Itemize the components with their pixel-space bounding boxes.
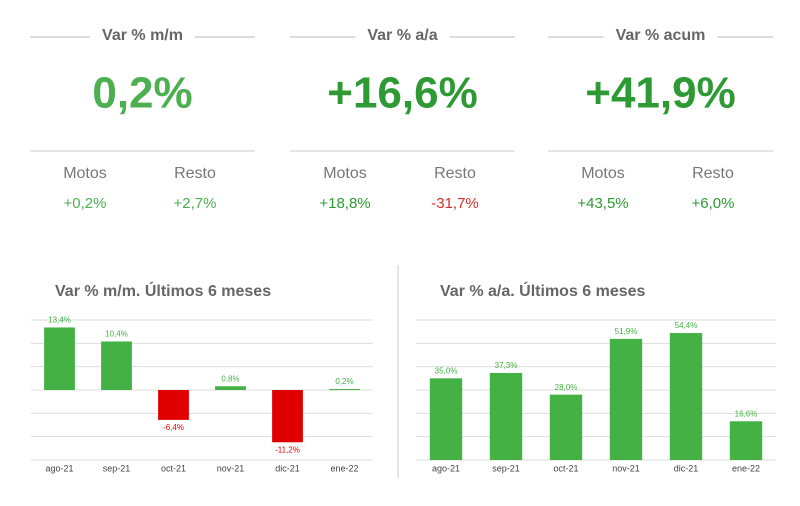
kpi-label: Motos — [323, 165, 367, 182]
x-tick-label: ago-21 — [432, 463, 460, 473]
kpi-title: Var % acum — [616, 27, 706, 44]
value-label: -6,4% — [163, 423, 184, 432]
value-label: 10,4% — [105, 330, 128, 339]
kpi-value: +41,9% — [585, 69, 735, 118]
x-tick-label: sep-21 — [103, 463, 131, 473]
bar — [272, 390, 303, 443]
value-label: 0,8% — [221, 374, 239, 383]
kpi-value: +16,6% — [327, 69, 477, 118]
value-label: 28,0% — [555, 383, 578, 392]
x-tick-label: ene-22 — [330, 463, 358, 473]
kpi-label: Resto — [434, 165, 476, 182]
bar — [609, 338, 643, 460]
kpi-label: Resto — [692, 165, 734, 182]
value-label: -11,2% — [275, 445, 300, 454]
bar — [549, 394, 583, 460]
x-tick-label: dic-21 — [674, 463, 699, 473]
value-label: 16,6% — [735, 409, 758, 418]
kpi-sub-value: +2,7% — [174, 195, 217, 212]
x-tick-label: ago-21 — [45, 463, 73, 473]
kpi-sub-value: -31,7% — [431, 195, 479, 212]
chart-title: Var % m/m. Últimos 6 meses — [55, 281, 271, 300]
bar — [729, 421, 763, 460]
x-tick-label: oct-21 — [161, 463, 186, 473]
bar — [215, 386, 246, 390]
value-label: 51,9% — [615, 327, 638, 336]
bar — [44, 327, 75, 390]
x-tick-label: nov-21 — [217, 463, 245, 473]
kpi-title: Var % a/a — [367, 27, 437, 44]
kpi-sub-value: +0,2% — [64, 195, 107, 212]
bar — [329, 389, 360, 391]
x-tick-label: dic-21 — [275, 463, 300, 473]
bar — [101, 341, 132, 390]
value-label: 35,0% — [435, 366, 458, 375]
kpi-sub-value: +43,5% — [577, 195, 628, 212]
x-tick-label: sep-21 — [492, 463, 520, 473]
kpi-title: Var % m/m — [102, 27, 183, 44]
kpi-label: Resto — [174, 165, 216, 182]
x-tick-label: ene-22 — [732, 463, 760, 473]
value-label: 0,2% — [335, 377, 353, 386]
bar — [158, 390, 189, 420]
kpi-value: 0,2% — [92, 69, 192, 118]
kpi-sub-value: +6,0% — [692, 195, 735, 212]
chart-title: Var % a/a. Últimos 6 meses — [440, 281, 646, 300]
bar — [489, 372, 523, 460]
value-label: 54,4% — [675, 321, 698, 330]
kpi-label: Motos — [63, 165, 107, 182]
x-tick-label: nov-21 — [612, 463, 640, 473]
value-label: 13,4% — [48, 316, 71, 325]
bar — [429, 378, 463, 460]
kpi-label: Motos — [581, 165, 625, 182]
bar — [669, 333, 703, 460]
x-tick-label: oct-21 — [553, 463, 578, 473]
value-label: 37,3% — [495, 361, 518, 370]
kpi-sub-value: +18,8% — [319, 195, 370, 212]
